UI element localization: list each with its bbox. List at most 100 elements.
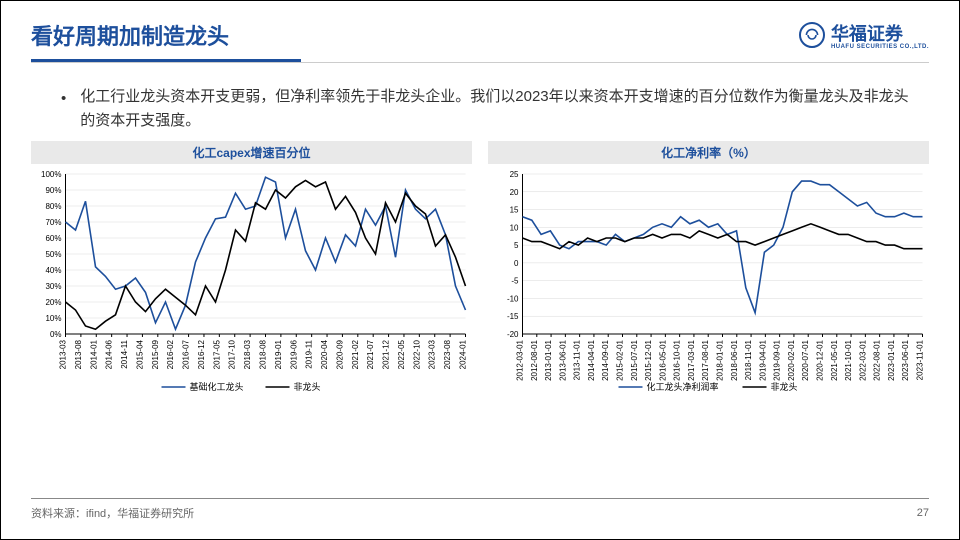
svg-text:2014-04-01: 2014-04-01 <box>587 339 596 380</box>
svg-text:70%: 70% <box>45 218 61 227</box>
svg-text:2017-03-01: 2017-03-01 <box>687 339 696 380</box>
logo-subtext: HUAFU SECURITIES CO.,LTD. <box>831 44 929 50</box>
svg-text:-10: -10 <box>507 294 519 303</box>
svg-text:2022-05: 2022-05 <box>397 339 406 369</box>
svg-text:2021-02: 2021-02 <box>351 339 360 369</box>
svg-text:2018-11-01: 2018-11-01 <box>744 339 753 380</box>
svg-text:2013-03: 2013-03 <box>59 339 68 369</box>
svg-text:2015-07-01: 2015-07-01 <box>630 339 639 380</box>
svg-text:2015-02-01: 2015-02-01 <box>616 339 625 380</box>
svg-text:非龙头: 非龙头 <box>771 381 798 392</box>
svg-text:2018-01-01: 2018-01-01 <box>716 339 725 380</box>
svg-text:-15: -15 <box>507 312 519 321</box>
svg-text:2019-09-01: 2019-09-01 <box>773 339 782 380</box>
bullet-dot: • <box>61 85 66 133</box>
svg-text:2019-06: 2019-06 <box>289 339 298 369</box>
divider <box>31 62 929 63</box>
svg-text:2016-02: 2016-02 <box>166 339 175 369</box>
logo-text: 华福证券 <box>831 20 929 46</box>
svg-text:100%: 100% <box>41 170 61 179</box>
svg-text:2013-06-01: 2013-06-01 <box>558 339 567 380</box>
page-number: 27 <box>917 507 929 519</box>
svg-text:2018-03: 2018-03 <box>243 339 252 369</box>
svg-text:2017-05: 2017-05 <box>212 339 221 369</box>
svg-text:10%: 10% <box>45 314 61 323</box>
svg-text:2022-03-01: 2022-03-01 <box>858 339 867 380</box>
svg-text:2014-11: 2014-11 <box>120 339 129 368</box>
chart-margin-svg: -20 -15 -10 -5 0 5 10 15 20 25 2012-03-01 2012-08-0… <box>488 168 929 398</box>
svg-text:30%: 30% <box>45 282 61 291</box>
svg-text:2015-04: 2015-04 <box>135 339 144 369</box>
svg-text:2023-01-01: 2023-01-01 <box>887 339 896 380</box>
svg-text:2020-09: 2020-09 <box>335 339 344 369</box>
svg-text:2023-08: 2023-08 <box>443 339 452 369</box>
svg-text:2022-10: 2022-10 <box>412 339 421 369</box>
svg-text:20: 20 <box>510 188 519 197</box>
svg-text:基础化工龙头: 基础化工龙头 <box>190 381 244 392</box>
svg-text:2015-09: 2015-09 <box>151 339 160 369</box>
svg-text:2017-08-01: 2017-08-01 <box>701 339 710 380</box>
svg-text:2012-08-01: 2012-08-01 <box>530 339 539 380</box>
svg-text:2012-03-01: 2012-03-01 <box>516 339 525 380</box>
page-title: 看好周期加制造龙头 <box>31 19 229 51</box>
svg-text:化工龙头净利润率: 化工龙头净利润率 <box>647 381 719 392</box>
svg-text:2018-08: 2018-08 <box>259 339 268 369</box>
svg-text:2014-06: 2014-06 <box>105 339 114 369</box>
svg-text:2015-12-01: 2015-12-01 <box>644 339 653 380</box>
svg-text:2023-06-01: 2023-06-01 <box>901 339 910 380</box>
svg-text:2014-01: 2014-01 <box>89 339 98 369</box>
footer: 资料来源：ifind，华福证券研究所 27 <box>31 498 929 521</box>
svg-text:25: 25 <box>510 170 519 179</box>
svg-text:2023-03: 2023-03 <box>428 339 437 369</box>
svg-text:80%: 80% <box>45 202 61 211</box>
svg-text:2014-09-01: 2014-09-01 <box>601 339 610 380</box>
svg-text:2021-10-01: 2021-10-01 <box>844 339 853 380</box>
brand-logo: 华福证券 HUAFU SECURITIES CO.,LTD. <box>799 20 929 50</box>
svg-text:2016-10-01: 2016-10-01 <box>673 339 682 380</box>
svg-text:60%: 60% <box>45 234 61 243</box>
svg-text:0: 0 <box>514 259 519 268</box>
bullet-block: • 化工行业龙头资本开支更弱，但净利率领先于非龙头企业。我们以2023年以来资本… <box>1 73 959 141</box>
svg-text:0%: 0% <box>50 330 62 339</box>
svg-text:2020-07-01: 2020-07-01 <box>801 339 810 380</box>
svg-text:5: 5 <box>514 241 519 250</box>
svg-text:非龙头: 非龙头 <box>294 381 321 392</box>
svg-text:2019-11: 2019-11 <box>305 339 314 368</box>
chart-capex-panel: 化工capex增速百分位 0% 10% 20% 30% 40% 50% 60% 70% 80% 9… <box>31 141 472 398</box>
svg-text:2021-07: 2021-07 <box>366 339 375 369</box>
svg-text:2021-12: 2021-12 <box>382 339 391 369</box>
svg-text:2020-12-01: 2020-12-01 <box>816 339 825 380</box>
svg-text:2016-12: 2016-12 <box>197 339 206 369</box>
svg-text:2020-02-01: 2020-02-01 <box>787 339 796 380</box>
svg-text:2016-07: 2016-07 <box>182 339 191 369</box>
source-text: 资料来源：ifind，华福证券研究所 <box>31 505 194 521</box>
svg-text:2020-04: 2020-04 <box>320 339 329 369</box>
svg-text:-5: -5 <box>511 277 519 286</box>
svg-text:2017-10: 2017-10 <box>228 339 237 369</box>
svg-text:2013-08: 2013-08 <box>74 339 83 369</box>
svg-text:2022-08-01: 2022-08-01 <box>873 339 882 380</box>
svg-text:20%: 20% <box>45 298 61 307</box>
bullet-text: 化工行业龙头资本开支更弱，但净利率领先于非龙头企业。我们以2023年以来资本开支… <box>80 85 909 133</box>
chart-capex-svg: 0% 10% 20% 30% 40% 50% 60% 70% 80% 90% 100% 2013-03… <box>31 168 472 398</box>
svg-text:-20: -20 <box>507 330 519 339</box>
svg-text:90%: 90% <box>45 186 61 195</box>
svg-text:2021-05-01: 2021-05-01 <box>830 339 839 380</box>
chart-capex-title: 化工capex增速百分位 <box>31 141 472 164</box>
svg-text:2023-11-01: 2023-11-01 <box>916 339 925 380</box>
svg-text:40%: 40% <box>45 266 61 275</box>
svg-text:2013-11-01: 2013-11-01 <box>573 339 582 380</box>
header: 看好周期加制造龙头 华福证券 HUAFU SECURITIES CO.,LTD. <box>1 1 959 59</box>
svg-text:2019-01: 2019-01 <box>274 339 283 369</box>
chart-margin-panel: 化工净利率（%） -20-15-10-505101520252012-03-01… <box>488 141 929 398</box>
svg-text:2013-01-01: 2013-01-01 <box>544 339 553 380</box>
svg-text:2018-06-01: 2018-06-01 <box>730 339 739 380</box>
svg-text:2024-01: 2024-01 <box>459 339 468 369</box>
svg-text:10: 10 <box>510 223 519 232</box>
svg-text:2019-04-01: 2019-04-01 <box>758 339 767 380</box>
svg-text:15: 15 <box>510 206 519 215</box>
logo-icon <box>799 22 825 48</box>
charts-row: 化工capex增速百分位 0% 10% 20% 30% 40% 50% 60% 70% 80% 9… <box>1 141 959 398</box>
svg-text:2016-05-01: 2016-05-01 <box>658 339 667 380</box>
svg-text:50%: 50% <box>45 250 61 259</box>
